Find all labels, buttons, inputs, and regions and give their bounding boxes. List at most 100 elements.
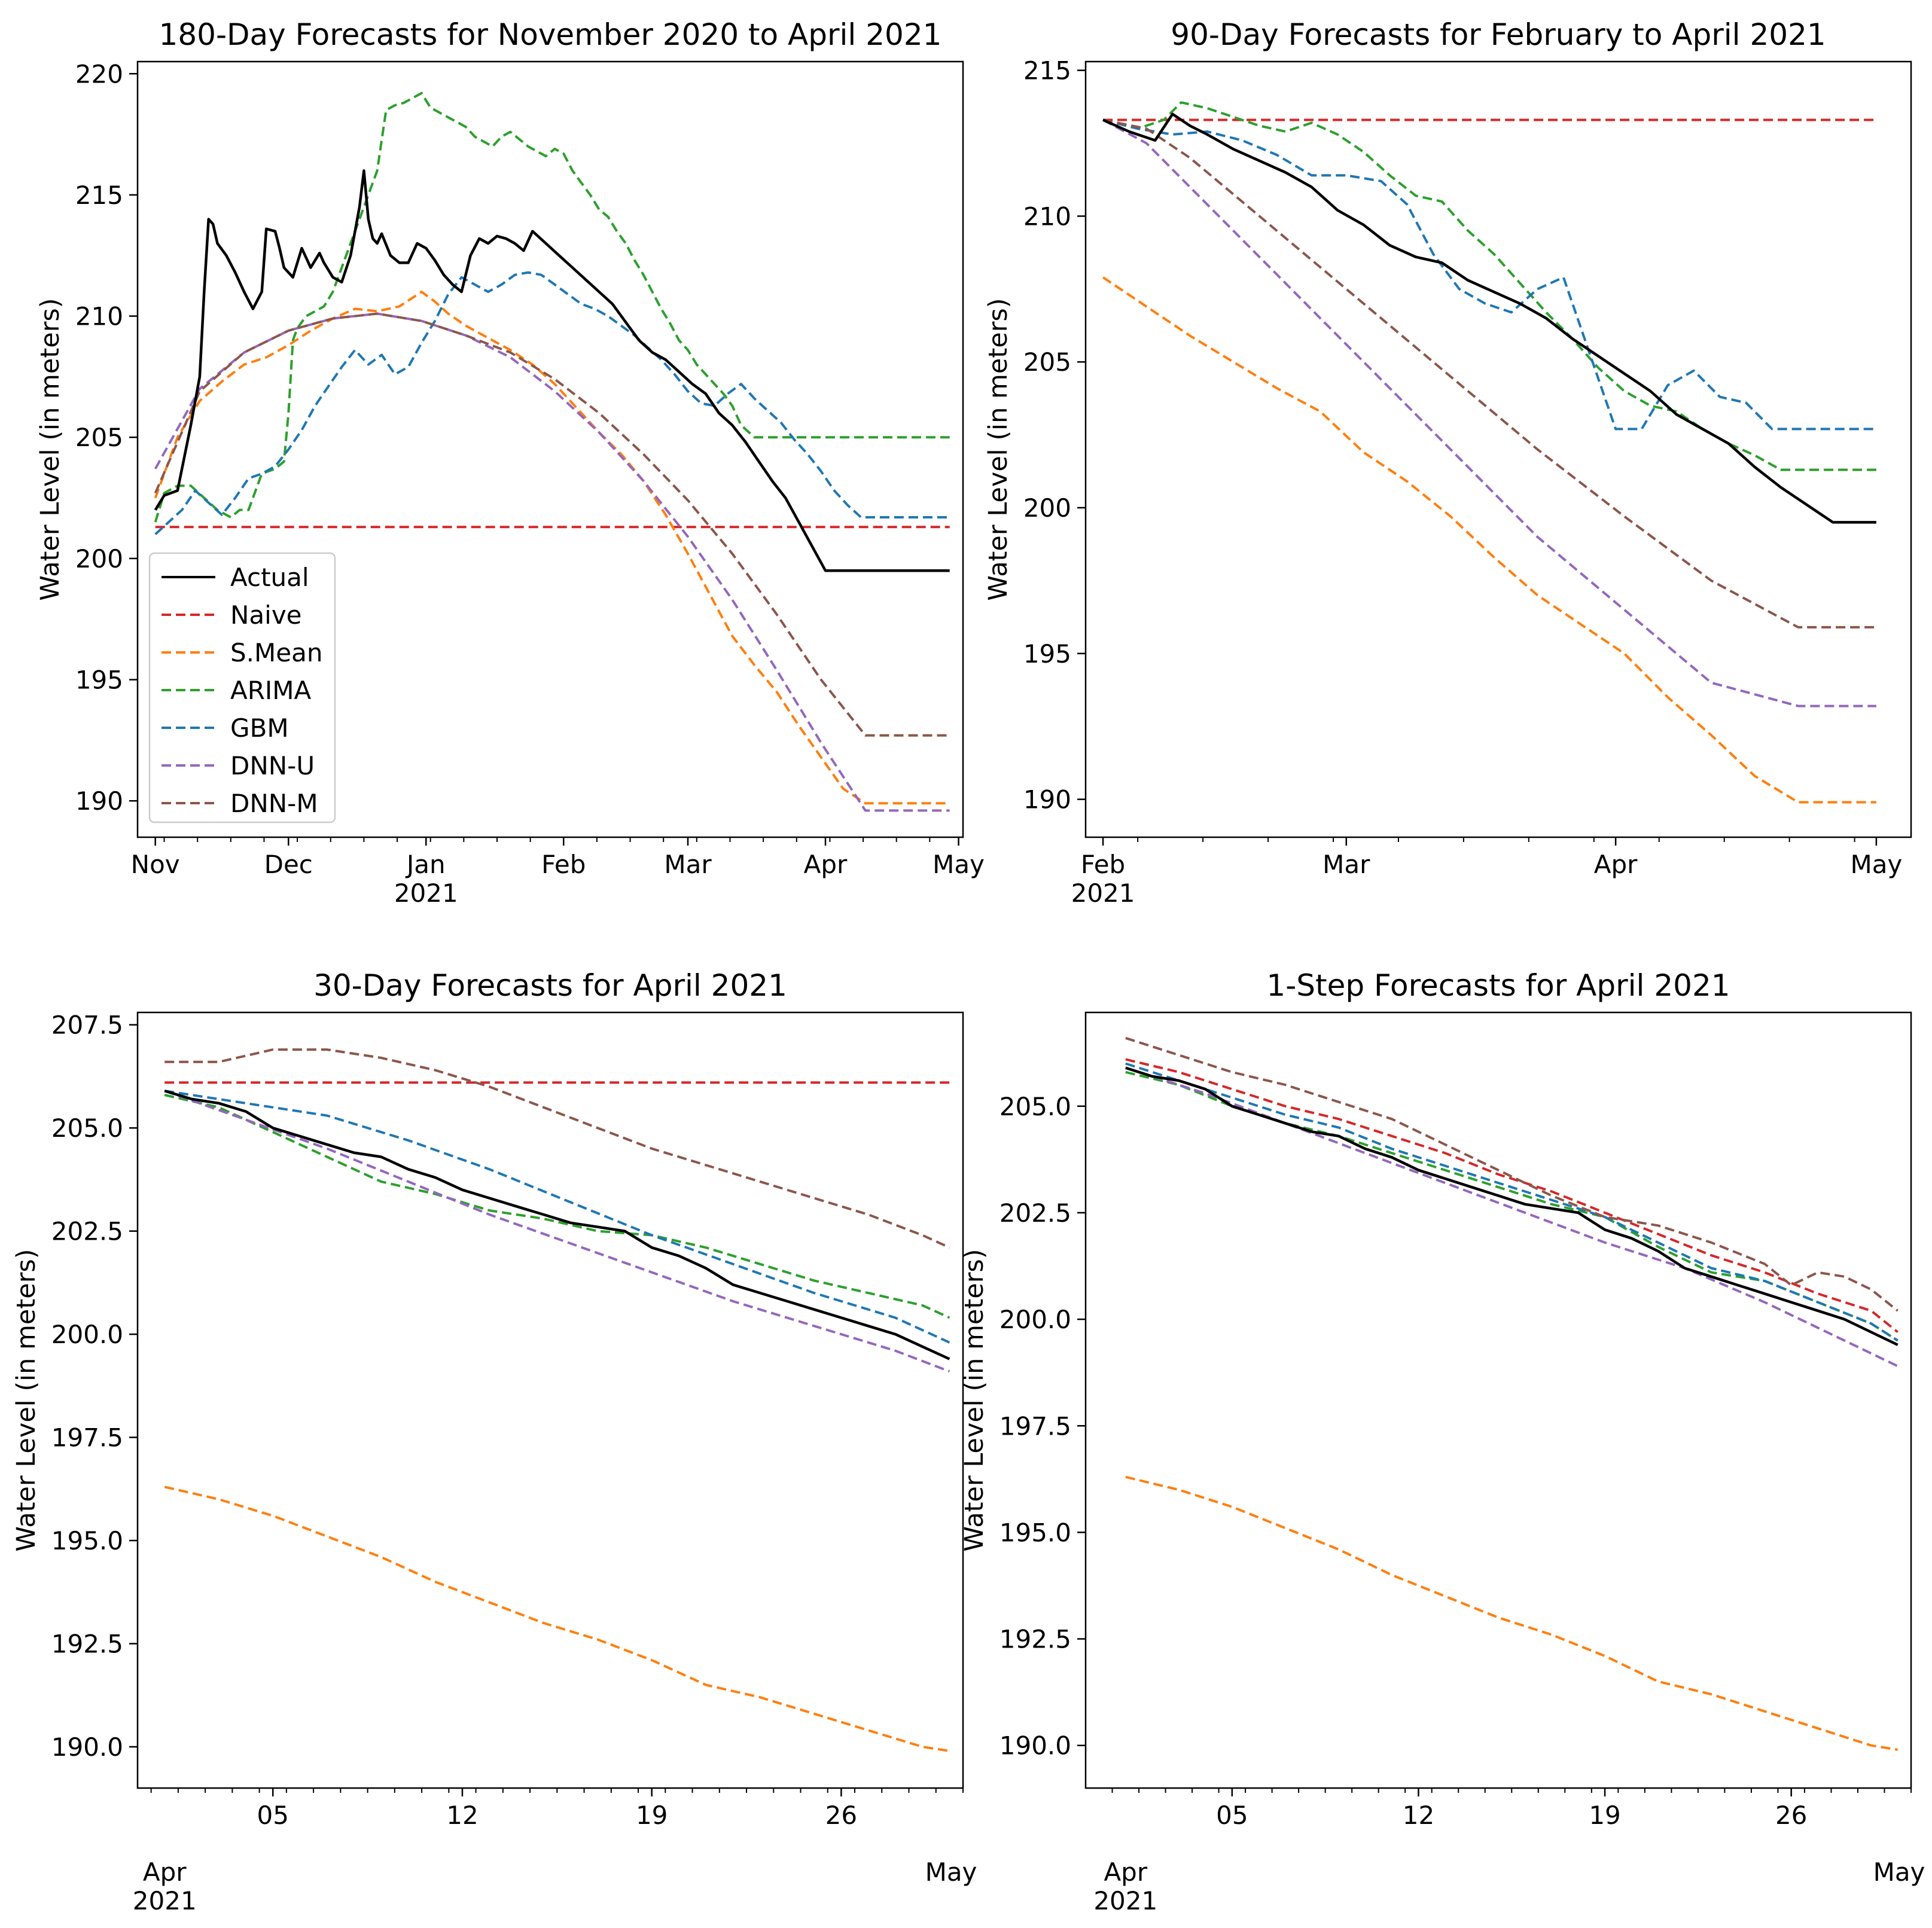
x-tick-label: Apr [804, 850, 848, 879]
series-line-s-mean [1125, 1475, 1899, 1751]
x-tick-label: 19 [1589, 1801, 1620, 1830]
legend-label: Naive [230, 600, 302, 630]
x-corner-label-left-year: 2021 [1093, 1886, 1157, 1915]
x-tick-label: 26 [1775, 1801, 1807, 1830]
x-tick-label: Feb [1081, 850, 1125, 879]
y-tick-label: 195 [75, 666, 123, 695]
y-tick-label: 195.0 [999, 1518, 1071, 1547]
series-line-gbm [164, 1090, 950, 1344]
plot-frame [1084, 60, 1912, 838]
x-corner-label-right: May [1873, 1857, 1925, 1887]
y-tick-label: 210 [1023, 202, 1071, 231]
y-tick-label: 220 [75, 59, 123, 89]
legend-label: S.Mean [230, 638, 322, 667]
legend-box [148, 552, 336, 823]
y-tick-label: 200 [1023, 493, 1071, 523]
series-group [154, 91, 950, 812]
y-tick-label: 207.5 [51, 1011, 123, 1040]
y-tick-label: 200 [75, 544, 123, 573]
legend-label: DNN-U [230, 751, 315, 780]
y-axis-label: Water Level (in meters) [11, 1249, 41, 1551]
chart-panel-3: 190.0 192.5 195.0 197.5 200.0 202.5 205.0 207.5… [11, 968, 977, 1915]
series-line-actual [164, 1089, 950, 1360]
y-tick-label: 202.5 [51, 1217, 123, 1246]
plot-frame [1084, 1011, 1912, 1789]
series-line-actual [154, 169, 950, 572]
chart-title: 1-Step Forecasts for April 2021 [1266, 968, 1730, 1003]
y-tick-label: 215 [75, 181, 123, 210]
y-tick-label: 190 [1023, 785, 1071, 814]
series-group [1102, 101, 1876, 804]
series-line-gbm [1125, 1062, 1899, 1342]
y-tick-label: 205 [75, 423, 123, 452]
series-line-dnn-m [164, 1048, 950, 1249]
series-line-dnn-m [1102, 118, 1876, 629]
series-line-arima [164, 1094, 950, 1319]
x-tick-label: Dec [264, 850, 313, 879]
legend-label: GBM [230, 713, 289, 743]
series-group [1125, 1036, 1899, 1751]
x-tick-sublabel: 2021 [394, 878, 458, 908]
x-corner-label-left-year: 2021 [133, 1886, 197, 1915]
y-tick-label: 210 [75, 302, 123, 331]
y-tick-label: 190 [75, 786, 123, 816]
series-line-s-mean [1102, 276, 1876, 804]
chart-title: 90-Day Forecasts for February to April 2… [1171, 17, 1826, 52]
plot-frame [136, 1011, 964, 1789]
series-line-gbm [154, 271, 950, 535]
x-tick-label: Jan [405, 850, 446, 879]
x-corner-label-left: Apr [143, 1857, 187, 1887]
x-corner-label-left: Apr [1104, 1857, 1147, 1887]
y-tick-label: 192.5 [999, 1625, 1071, 1654]
chart-title: 30-Day Forecasts for April 2021 [313, 968, 787, 1003]
y-tick-label: 190.0 [999, 1731, 1071, 1761]
x-tick-label: May [1850, 850, 1902, 879]
chart-title: 180-Day Forecasts for November 2020 to A… [159, 17, 942, 52]
series-group [164, 1048, 950, 1752]
legend-label: ARIMA [230, 676, 312, 705]
series-line-dnn-m [1125, 1036, 1899, 1312]
y-axis-label: Water Level (in meters) [35, 298, 65, 600]
y-tick-label: 202.5 [999, 1198, 1071, 1228]
series-line-arima [154, 91, 950, 523]
series-line-arima [1102, 101, 1876, 471]
y-axis-label: Water Level (in meters) [959, 1249, 989, 1551]
x-tick-label: Nov [131, 850, 180, 879]
x-tick-label: Mar [1322, 850, 1370, 879]
series-line-dnn-m [154, 312, 950, 737]
x-tick-sublabel: 2021 [1071, 878, 1135, 908]
y-tick-label: 190.0 [51, 1732, 123, 1762]
chart-panel-4: 190.0 192.5 195.0 197.5 200.0 202.5 205.0 05 12 1… [959, 968, 1925, 1915]
series-line-s-mean [164, 1485, 950, 1752]
y-tick-label: 197.5 [999, 1411, 1071, 1441]
y-tick-label: 200.0 [999, 1305, 1071, 1334]
legend-label: DNN-M [230, 789, 318, 818]
y-tick-label: 195.0 [51, 1526, 123, 1555]
series-line-dnn-u [164, 1090, 950, 1373]
series-line-s-mean [154, 291, 950, 805]
y-tick-label: 200.0 [51, 1320, 123, 1349]
x-tick-label: 19 [636, 1801, 668, 1830]
x-tick-label: 05 [1216, 1801, 1248, 1830]
series-line-gbm [1102, 118, 1876, 431]
x-tick-label: Apr [1594, 850, 1638, 879]
x-tick-label: Mar [664, 850, 712, 879]
series-line-actual [1125, 1066, 1899, 1346]
y-tick-label: 205.0 [51, 1114, 123, 1143]
x-tick-label: 12 [446, 1801, 478, 1830]
y-tick-label: 195 [1023, 639, 1071, 669]
x-corner-label-right: May [925, 1857, 977, 1887]
y-axis-label: Water Level (in meters) [983, 298, 1013, 600]
x-tick-label: 12 [1403, 1801, 1434, 1830]
y-tick-label: 205.0 [999, 1092, 1071, 1121]
y-tick-label: 205 [1023, 347, 1071, 377]
series-line-dnn-u [1125, 1066, 1899, 1368]
plot-frame [136, 60, 964, 838]
y-tick-label: 215 [1023, 56, 1071, 86]
x-tick-label: May [933, 850, 985, 879]
x-tick-label: 05 [257, 1801, 289, 1830]
